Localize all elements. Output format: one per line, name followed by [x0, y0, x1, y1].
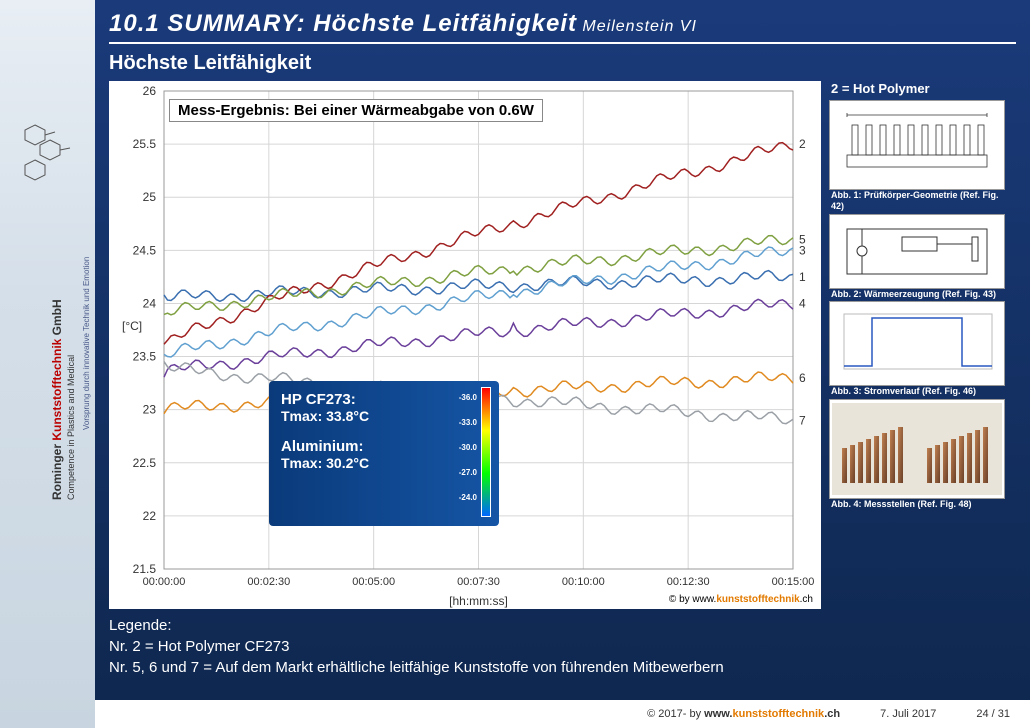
footer-date: 7. Juli 2017 [880, 708, 936, 720]
svg-text:24: 24 [143, 296, 157, 310]
side-figure-2 [829, 214, 1005, 289]
svg-text:22: 22 [143, 509, 157, 523]
legend-line-1: Nr. 2 = Hot Polymer CF273 [109, 636, 1016, 657]
svg-text:[°C]: [°C] [122, 319, 142, 333]
side-figure-1 [829, 100, 1005, 190]
svg-text:6: 6 [799, 371, 806, 385]
chart-copyright: © by www.kunststofftechnik.ch [669, 594, 813, 605]
inset-thermal-box: HP CF273: Tmax: 33.8°C Aluminium: Tmax: … [269, 381, 499, 526]
svg-text:00:12:30: 00:12:30 [667, 576, 710, 588]
company-motto: Vorsprung durch innovative Technik und E… [82, 257, 91, 430]
legend-line-2: Nr. 5, 6 und 7 = Auf dem Markt erhältlic… [109, 657, 1016, 678]
side-figure-4 [829, 399, 1005, 499]
slide-title: 10.1 SUMMARY: Höchste Leitfähigkeit Meil… [109, 10, 1016, 44]
svg-text:25: 25 [143, 190, 157, 204]
svg-text:24.5: 24.5 [133, 243, 157, 257]
legend-block: Legende: Nr. 2 = Hot Polymer CF273 Nr. 5… [109, 615, 1016, 678]
svg-text:5: 5 [799, 233, 806, 247]
left-decoration [0, 0, 95, 728]
svg-text:[hh:mm:ss]: [hh:mm:ss] [449, 594, 508, 608]
hot-polymer-label: 2 = Hot Polymer [831, 81, 1005, 96]
legend-heading: Legende: [109, 615, 1016, 636]
slide-main: 10.1 SUMMARY: Höchste Leitfähigkeit Meil… [95, 0, 1030, 700]
svg-text:22.5: 22.5 [133, 456, 157, 470]
svg-text:00:05:00: 00:05:00 [352, 576, 395, 588]
svg-text:00:15:00: 00:15:00 [772, 576, 815, 588]
company-tagline: Competence in Plastics and Medical [66, 355, 76, 500]
side-caption-4: Abb. 4: Messstellen (Ref. Fig. 48) [831, 499, 1005, 510]
main-chart: 21.52222.52323.52424.52525.52600:00:0000… [109, 81, 821, 609]
side-caption-3: Abb. 3: Stromverlauf (Ref. Fig. 46) [831, 386, 1005, 397]
side-column: 2 = Hot Polymer Abb. 1: Prüfkörper-Geome… [829, 81, 1005, 609]
footer-copyright: © 2017- by www.kunststofftechnik.ch [647, 708, 840, 720]
svg-text:00:07:30: 00:07:30 [457, 576, 500, 588]
svg-text:23: 23 [143, 403, 157, 417]
molecule-icon [20, 120, 80, 200]
company-name: Rominger Kunststofftechnik GmbH [50, 299, 64, 500]
side-figure-3 [829, 301, 1005, 386]
svg-text:23.5: 23.5 [133, 350, 157, 364]
colorbar-labels: -36.0-33.0-30.0-27.0-24.0 [459, 385, 477, 510]
svg-text:21.5: 21.5 [133, 562, 157, 576]
footer-page: 24 / 31 [976, 708, 1010, 720]
svg-text:26: 26 [143, 84, 157, 98]
svg-text:7: 7 [799, 413, 806, 427]
svg-text:00:10:00: 00:10:00 [562, 576, 605, 588]
slide-subtitle: Höchste Leitfähigkeit [109, 52, 1016, 75]
line-chart-svg: 21.52222.52323.52424.52525.52600:00:0000… [109, 81, 821, 609]
svg-text:00:02:30: 00:02:30 [247, 576, 290, 588]
svg-text:25.5: 25.5 [133, 137, 157, 151]
footer: © 2017- by www.kunststofftechnik.ch 7. J… [95, 700, 1030, 728]
chart-title: Mess-Ergebnis: Bei einer Wärmeabgabe von… [169, 99, 543, 122]
side-caption-1: Abb. 1: Prüfkörper-Geometrie (Ref. Fig. … [831, 190, 1005, 212]
svg-text:1: 1 [799, 270, 806, 284]
svg-text:2: 2 [799, 137, 806, 151]
inset-line1: HP CF273: [281, 391, 487, 408]
thermal-colorbar [481, 387, 491, 517]
side-caption-2: Abb. 2: Wärmeerzeugung (Ref. Fig. 43) [831, 289, 1005, 300]
svg-text:4: 4 [799, 296, 806, 310]
svg-text:00:00:00: 00:00:00 [143, 576, 186, 588]
inset-line2: Aluminium: [281, 438, 487, 455]
